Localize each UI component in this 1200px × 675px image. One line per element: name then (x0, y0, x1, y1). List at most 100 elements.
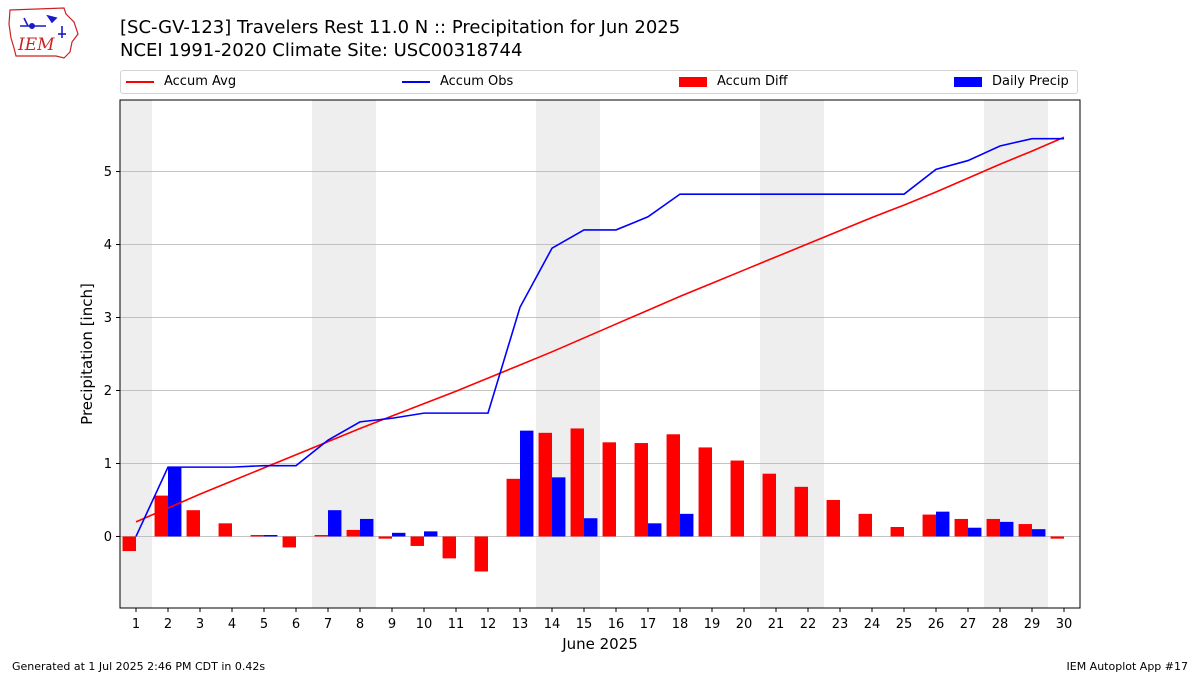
accum-avg-line (135, 136, 1065, 523)
x-tick-label: 8 (356, 617, 364, 632)
daily-precip-bar (392, 532, 406, 537)
x-tick-label: 29 (1024, 617, 1041, 632)
x-tick-label: 30 (1056, 617, 1073, 632)
x-tick-label: 11 (448, 617, 465, 632)
x-tick-label: 16 (608, 617, 625, 632)
accum-diff-bar (442, 536, 456, 559)
accum-diff-bar (378, 536, 392, 539)
x-tick-label: 18 (672, 617, 689, 632)
accum-diff-bar (762, 473, 776, 537)
x-tick-label: 23 (832, 617, 849, 632)
accum-diff-bar (858, 513, 872, 537)
daily-precip-bar (680, 513, 694, 537)
x-tick-label: 26 (928, 617, 945, 632)
x-tick-label: 24 (864, 617, 881, 632)
accum-diff-bar (538, 432, 552, 537)
legend-label-daily-precip: Daily Precip (992, 74, 1069, 89)
accum-diff-bar (154, 495, 168, 537)
x-tick-label: 25 (896, 617, 913, 632)
accum-diff-bar (1050, 536, 1064, 539)
accum-diff-bar (186, 510, 200, 537)
accum-diff-bar (314, 535, 328, 537)
x-axis-label: June 2025 (561, 635, 638, 653)
accum-diff-bar (122, 536, 136, 552)
y-tick-label: 5 (104, 165, 112, 180)
daily-precip-bar (552, 477, 566, 537)
y-tick-label: 2 (104, 384, 112, 399)
x-tick-label: 21 (768, 617, 785, 632)
daily-precip-bar (968, 527, 982, 537)
legend-entry-accum-obs: Accum Obs (402, 74, 513, 89)
x-tick-label: 5 (260, 617, 268, 632)
accum-diff-bar (602, 442, 616, 537)
y-axis-label: Precipitation [inch] (78, 283, 96, 425)
accum-obs-line (135, 137, 1064, 537)
legend: Accum Avg Accum Obs Accum Diff Daily Pre… (120, 70, 1078, 94)
accum-diff-bar (922, 514, 936, 537)
daily-precip-bar (520, 430, 534, 537)
daily-precip-bar (584, 518, 598, 537)
daily-precip-bar (1032, 529, 1046, 537)
accum-diff-bar (346, 529, 360, 537)
accum-diff-bar (570, 428, 584, 537)
legend-entry-accum-diff: Accum Diff (679, 74, 788, 89)
accum-diff-bar (826, 499, 840, 537)
x-tick-label: 7 (324, 617, 332, 632)
x-tick-label: 19 (704, 617, 721, 632)
x-tick-label: 3 (196, 617, 204, 632)
accum-diff-bar (698, 447, 712, 537)
daily-precip-bar (264, 535, 278, 537)
legend-swatch-accum-obs (402, 80, 430, 83)
accum-diff-bar (1018, 524, 1032, 537)
accum-diff-bar (954, 518, 968, 537)
accum-diff-bar (986, 518, 1000, 537)
x-tick-label: 14 (544, 617, 561, 632)
accum-diff-bar (410, 536, 424, 546)
x-tick-label: 12 (480, 617, 497, 632)
x-tick-label: 28 (992, 617, 1009, 632)
daily-precip-bar (360, 518, 374, 537)
legend-swatch-accum-avg (126, 80, 154, 83)
x-tick-label: 6 (292, 617, 300, 632)
daily-precip-bar (648, 523, 662, 537)
daily-precip-bar (1000, 521, 1014, 537)
legend-label-accum-diff: Accum Diff (717, 74, 788, 89)
x-tick-label: 15 (576, 617, 593, 632)
x-tick-label: 17 (640, 617, 657, 632)
y-tick-label: 0 (104, 530, 112, 545)
legend-label-accum-avg: Accum Avg (164, 74, 237, 89)
accum-diff-bar (890, 526, 904, 537)
accum-diff-bar (218, 523, 232, 537)
legend-entry-accum-avg: Accum Avg (126, 74, 236, 89)
chart-subtitle: NCEI 1991-2020 Climate Site: USC00318744 (120, 40, 523, 61)
y-tick-label: 4 (104, 238, 112, 253)
x-tick-label: 22 (800, 617, 817, 632)
daily-precip-bar (424, 531, 438, 537)
accum-diff-bar (634, 443, 648, 537)
x-tick-label: 13 (512, 617, 529, 632)
legend-swatch-accum-diff (679, 76, 707, 87)
accum-diff-bar (282, 536, 296, 548)
x-tick-label: 20 (736, 617, 753, 632)
svg-text:IEM: IEM (17, 35, 55, 55)
accum-diff-bar (474, 536, 488, 572)
y-tick-label: 1 (104, 457, 112, 472)
x-tick-label: 10 (416, 617, 433, 632)
chart-title: [SC-GV-123] Travelers Rest 11.0 N :: Pre… (120, 17, 681, 38)
x-tick-label: 9 (388, 617, 396, 632)
x-tick-label: 27 (960, 617, 977, 632)
accum-diff-bar (666, 434, 680, 537)
x-tick-label: 1 (132, 617, 140, 632)
y-tick-label: 3 (104, 311, 112, 326)
daily-precip-bar (328, 510, 342, 537)
accum-diff-bar (730, 460, 744, 537)
x-tick-label: 4 (228, 617, 236, 632)
daily-precip-bar (168, 467, 182, 537)
accum-diff-bar (250, 535, 264, 537)
app-label: IEM Autoplot App #17 (1066, 660, 1189, 673)
legend-entry-daily-precip: Daily Precip (954, 74, 1069, 89)
legend-label-accum-obs: Accum Obs (440, 74, 514, 89)
daily-precip-bar (936, 511, 950, 537)
generated-timestamp: Generated at 1 Jul 2025 2:46 PM CDT in 0… (12, 660, 266, 673)
